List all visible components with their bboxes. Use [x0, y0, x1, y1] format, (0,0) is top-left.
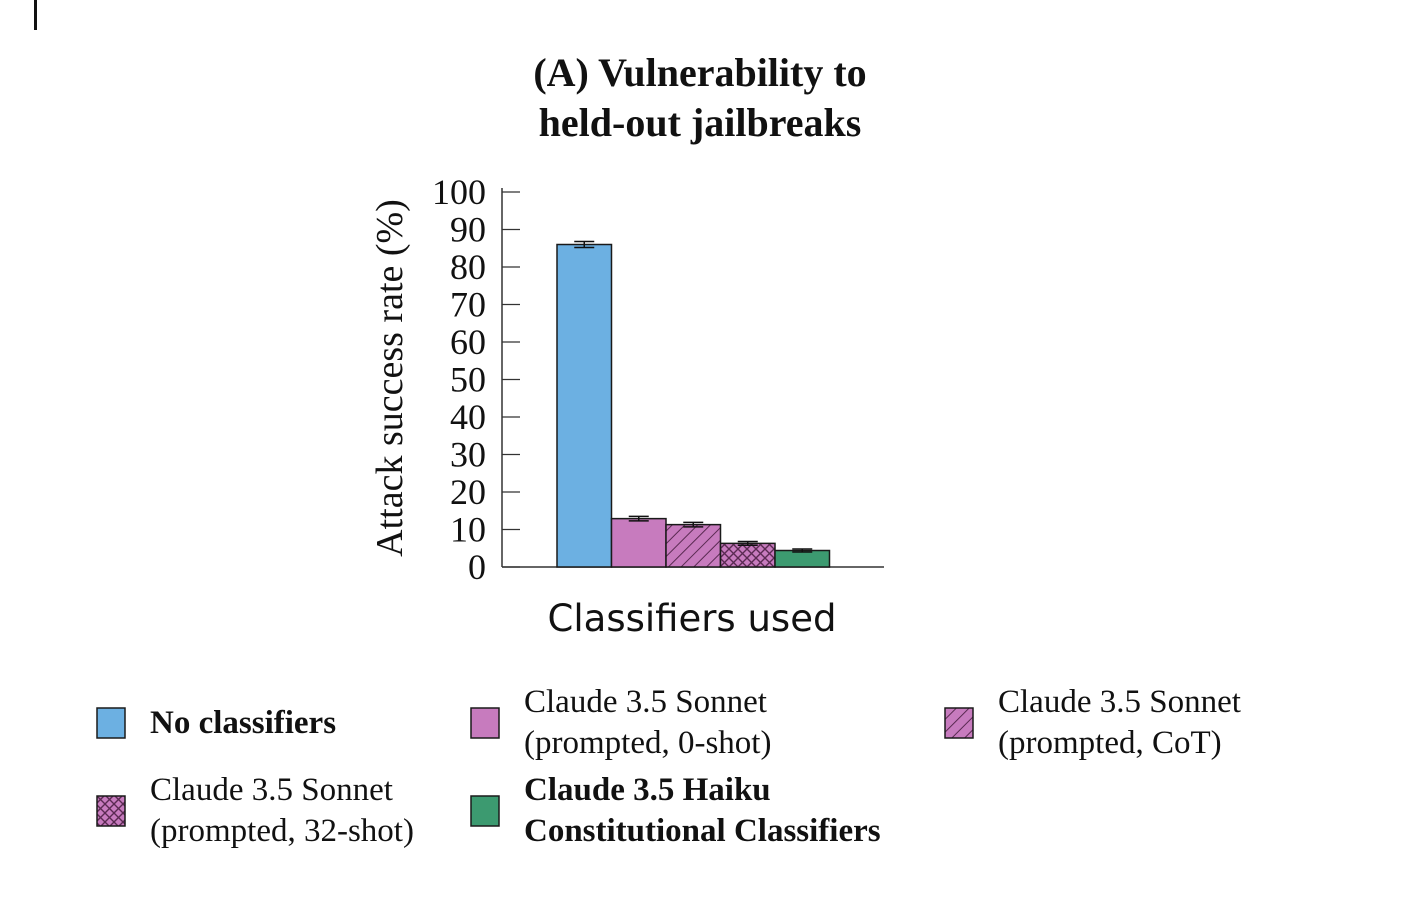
y-tick-label: 70	[450, 285, 486, 325]
y-tick-label: 20	[450, 472, 486, 512]
legend-swatch	[96, 795, 126, 827]
y-tick-label: 0	[468, 547, 486, 587]
legend-item: Claude 3.5 Sonnet (prompted, 32-shot)	[96, 770, 414, 852]
legend-swatch	[470, 795, 500, 827]
legend-label-line: Constitutional Classifiers	[524, 813, 881, 849]
legend-label-line: Claude 3.5 Sonnet	[998, 684, 1241, 720]
legend-swatch-fill	[944, 707, 974, 739]
text-cursor	[34, 0, 37, 30]
legend-label-line: Claude 3.5 Sonnet	[150, 772, 393, 808]
y-tick-label: 90	[450, 210, 486, 250]
legend-label: Claude 3.5 Sonnet (prompted, 0-shot)	[524, 682, 771, 764]
y-tick-label: 40	[450, 397, 486, 437]
bar	[719, 542, 776, 568]
y-tick-label: 80	[450, 247, 486, 287]
y-axis-label: Attack success rate (%)	[369, 199, 411, 557]
x-axis-label: Classifiers used	[548, 597, 837, 640]
chart-title: (A) Vulnerability to held-out jailbreaks	[440, 48, 960, 148]
legend-label-line: No classifiers	[150, 704, 337, 741]
legend-swatch-fill	[470, 795, 500, 827]
legend-item: No classifiers	[96, 700, 336, 746]
legend-label: No classifiers	[150, 703, 336, 744]
bar	[774, 549, 831, 568]
bar	[556, 243, 613, 568]
legend-label-line: Claude 3.5 Haiku	[524, 772, 771, 808]
y-tick-label: 50	[450, 360, 486, 400]
legend-swatch	[944, 707, 974, 739]
legend-label: Claude 3.5 Haiku Constitutional Classifie…	[524, 770, 881, 852]
legend-item: Claude 3.5 Haiku Constitutional Classifie…	[470, 770, 881, 852]
bar	[665, 523, 722, 568]
legend-label-line: (prompted, 0-shot)	[524, 725, 772, 761]
y-tick-label: 10	[450, 510, 486, 550]
legend-item: Claude 3.5 Sonnet (prompted, CoT)	[944, 682, 1241, 764]
bar	[610, 517, 667, 568]
y-tick-label: 100	[432, 172, 486, 212]
legend-label: Claude 3.5 Sonnet (prompted, CoT)	[998, 682, 1241, 764]
legend-label-line: Claude 3.5 Sonnet	[524, 684, 767, 720]
legend-label-line: (prompted, CoT)	[998, 725, 1222, 761]
legend-swatch	[470, 707, 500, 739]
legend-label-line: (prompted, 32-shot)	[150, 813, 414, 849]
legend-swatch	[96, 707, 126, 739]
legend-swatch-fill	[470, 707, 500, 739]
y-tick-label: 30	[450, 435, 486, 475]
legend-item: Claude 3.5 Sonnet (prompted, 0-shot)	[470, 682, 771, 764]
legend-swatch-fill	[96, 707, 126, 739]
chart-title-line-1: (A) Vulnerability to	[533, 50, 867, 95]
y-tick-label: 60	[450, 322, 486, 362]
legend-label: Claude 3.5 Sonnet (prompted, 32-shot)	[150, 770, 414, 852]
legend-swatch-fill	[96, 795, 126, 827]
chart-title-line-2: held-out jailbreaks	[538, 100, 862, 145]
